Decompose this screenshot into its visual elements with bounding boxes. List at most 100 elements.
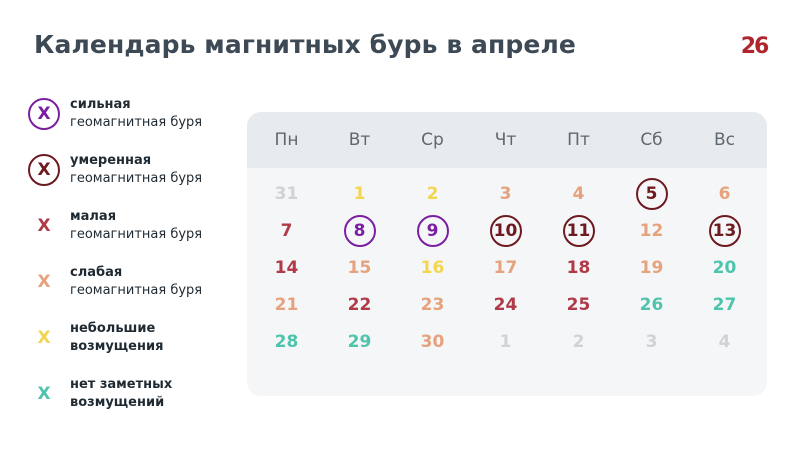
day-number: 19 — [639, 258, 664, 278]
calendar-day: 2 — [542, 324, 615, 360]
day-number: 5 — [635, 178, 668, 210]
day-number: 4 — [572, 184, 585, 204]
calendar-day: 13 — [688, 213, 761, 249]
legend-label-line2: геомагнитная буря — [70, 171, 203, 186]
calendar-day: 5 — [615, 176, 688, 212]
day-number: 16 — [420, 258, 445, 278]
legend-marker-weak: X — [37, 272, 51, 292]
calendar-day: 4 — [688, 324, 761, 360]
calendar-day: 1 — [323, 176, 396, 212]
calendar-day: 21 — [250, 287, 323, 323]
weekday-label: Чт — [494, 130, 517, 150]
legend-marker-strong: X — [28, 98, 60, 130]
legend-label: малая геомагнитная буря — [70, 208, 202, 244]
day-number: 7 — [280, 221, 293, 241]
calendar-day: 8 — [323, 213, 396, 249]
legend-label: сильная геомагнитная буря — [70, 96, 202, 132]
calendar-day: 4 — [542, 176, 615, 212]
calendar-day: 29 — [323, 324, 396, 360]
legend-label-line1: умеренная — [70, 153, 152, 168]
legend-label-line2: геомагнитная буря — [70, 283, 203, 298]
day-number: 3 — [499, 184, 512, 204]
calendar-day: 16 — [396, 250, 469, 286]
day-number: 12 — [639, 221, 664, 241]
day-number: 1 — [499, 332, 512, 352]
day-number: 27 — [712, 295, 737, 315]
legend-label-line1: нет заметных — [70, 377, 173, 392]
day-number: 4 — [718, 332, 731, 352]
calendar-day: 31 — [250, 176, 323, 212]
calendar-day: 19 — [615, 250, 688, 286]
day-number: 2 — [572, 332, 585, 352]
day-number: 30 — [420, 332, 445, 352]
day-number: 26 — [639, 295, 664, 315]
calendar-day: 27 — [688, 287, 761, 323]
weekday-header: Пн Вт Ср Чт Пт Сб Вс — [247, 112, 767, 168]
calendar-day: 14 — [250, 250, 323, 286]
legend-marker-small: X — [37, 328, 51, 348]
calendar-day: 26 — [615, 287, 688, 323]
calendar-day: 20 — [688, 250, 761, 286]
day-number: 21 — [274, 295, 299, 315]
day-number: 9 — [416, 215, 449, 247]
calendar-day: 3 — [615, 324, 688, 360]
calendar-day: 3 — [469, 176, 542, 212]
day-number: 25 — [566, 295, 591, 315]
calendar-day: 17 — [469, 250, 542, 286]
day-number: 28 — [274, 332, 299, 352]
weekday-label: Вс — [713, 130, 735, 150]
weekday-label: Пн — [274, 130, 299, 150]
page-title: Календарь магнитных бурь в апреле — [34, 30, 576, 59]
legend-marker-moderate: X — [28, 154, 60, 186]
legend-label-line1: небольшие — [70, 321, 156, 336]
day-number: 24 — [493, 295, 518, 315]
calendar-day: 24 — [469, 287, 542, 323]
day-number: 17 — [493, 258, 518, 278]
day-number: 23 — [420, 295, 445, 315]
day-number: 14 — [274, 258, 299, 278]
calendar-day: 15 — [323, 250, 396, 286]
weekday-label: Пт — [567, 130, 590, 150]
legend-label: умеренная геомагнитная буря — [70, 152, 202, 188]
day-number: 20 — [712, 258, 737, 278]
legend-label-line2: геомагнитная буря — [70, 227, 203, 242]
legend-label-line2: возмущений — [70, 395, 165, 410]
day-number: 2 — [426, 184, 439, 204]
legend-label: слабая геомагнитная буря — [70, 264, 202, 300]
legend-label-line1: малая — [70, 209, 117, 224]
day-number: 11 — [562, 215, 595, 247]
calendar: Пн Вт Ср Чт Пт Сб Вс 31 1 2 3 4 5 6 7 8 9 10 11 12 13 14 15 16… — [247, 112, 767, 396]
day-number: 29 — [347, 332, 372, 352]
calendar-day: 28 — [250, 324, 323, 360]
calendar-day: 7 — [250, 213, 323, 249]
calendar-day: 9 — [396, 213, 469, 249]
legend-marker-none: X — [37, 384, 51, 404]
logo-26: 26 — [741, 34, 770, 59]
day-number: 18 — [566, 258, 591, 278]
day-number: 1 — [353, 184, 366, 204]
day-number: 3 — [645, 332, 658, 352]
day-number: 10 — [489, 215, 522, 247]
day-number: 6 — [718, 184, 731, 204]
calendar-day: 2 — [396, 176, 469, 212]
day-number: 13 — [708, 215, 741, 247]
calendar-day: 30 — [396, 324, 469, 360]
day-number: 31 — [274, 184, 299, 204]
day-number: 8 — [343, 215, 376, 247]
day-number: 15 — [347, 258, 372, 278]
calendar-day: 1 — [469, 324, 542, 360]
legend-label-line1: слабая — [70, 265, 123, 280]
legend-label: небольшие возмущения — [70, 320, 163, 356]
legend-marker-minor: X — [37, 216, 51, 236]
calendar-day: 11 — [542, 213, 615, 249]
weekday-label: Ср — [421, 130, 444, 150]
logo-text: 26 — [741, 34, 769, 59]
calendar-day: 23 — [396, 287, 469, 323]
legend-label-line2: геомагнитная буря — [70, 115, 203, 130]
calendar-day: 18 — [542, 250, 615, 286]
